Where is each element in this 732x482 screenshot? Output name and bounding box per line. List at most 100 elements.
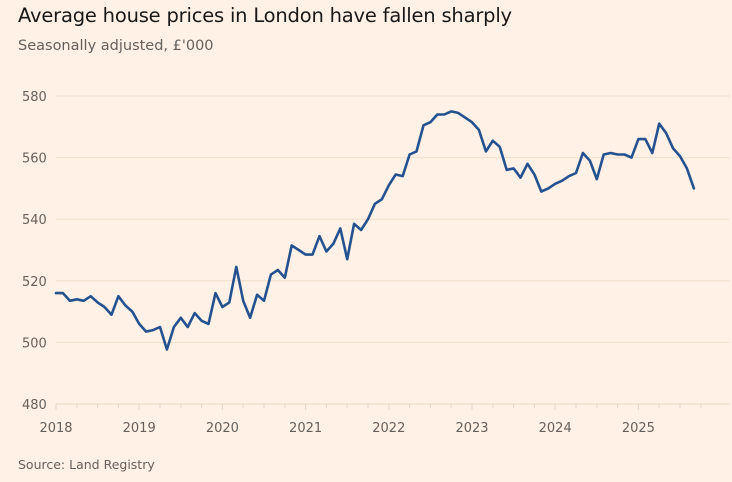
data-point	[76, 298, 78, 300]
data-point	[339, 227, 341, 229]
data-point	[346, 258, 348, 260]
x-tick-label: 2020	[206, 421, 239, 436]
data-point	[540, 190, 542, 192]
y-axis-ticks: 480 500 520 540 560 580	[22, 90, 47, 413]
data-point	[464, 116, 466, 118]
data-point	[207, 323, 209, 325]
data-point	[90, 295, 92, 297]
data-point	[187, 326, 189, 328]
data-point	[96, 301, 98, 303]
data-point	[124, 304, 126, 306]
data-point	[200, 320, 202, 322]
data-point	[408, 153, 410, 155]
data-point	[180, 317, 182, 319]
x-tick-label: 2018	[39, 421, 72, 436]
y-tick-label: 520	[22, 275, 47, 290]
series-layer	[54, 110, 696, 351]
data-point	[637, 138, 639, 140]
data-point	[256, 294, 258, 296]
chart-subtitle: Seasonally adjusted, £'000	[18, 38, 214, 54]
data-point	[249, 317, 251, 319]
x-axis-ticks: 2018 2019 2020 2021 2022 2023 2024 2025	[39, 404, 702, 436]
data-point	[62, 292, 64, 294]
data-point	[145, 330, 147, 332]
data-point	[117, 295, 119, 297]
data-point	[242, 300, 244, 302]
data-point	[512, 167, 514, 169]
data-point	[561, 180, 563, 182]
data-point	[304, 253, 306, 255]
data-point	[360, 229, 362, 231]
data-point	[547, 187, 549, 189]
data-point	[388, 184, 390, 186]
data-point	[610, 152, 612, 154]
data-point	[173, 326, 175, 328]
data-point	[686, 167, 688, 169]
data-point	[69, 300, 71, 302]
data-point	[298, 249, 300, 251]
x-tick-label: 2022	[372, 421, 405, 436]
data-point	[374, 203, 376, 205]
y-tick-label: 580	[22, 90, 47, 105]
data-point	[214, 292, 216, 294]
data-point	[665, 132, 667, 134]
series-line	[54, 110, 696, 351]
data-point	[55, 292, 57, 294]
data-point	[138, 323, 140, 325]
data-point	[506, 169, 508, 171]
data-point	[291, 244, 293, 246]
data-point	[575, 172, 577, 174]
data-point	[159, 326, 161, 328]
data-point	[263, 300, 265, 302]
data-point	[672, 147, 674, 149]
data-point	[166, 348, 168, 350]
x-tick-label: 2019	[123, 421, 156, 436]
data-point	[367, 218, 369, 220]
data-point	[422, 124, 424, 126]
x-tick-label: 2025	[622, 421, 655, 436]
data-point	[526, 163, 528, 165]
data-point	[658, 123, 660, 125]
data-point	[311, 253, 313, 255]
data-point	[103, 306, 105, 308]
data-point	[471, 121, 473, 123]
data-point	[457, 112, 459, 114]
data-point	[429, 121, 431, 123]
data-point	[443, 113, 445, 115]
data-point	[616, 153, 618, 155]
data-point	[83, 300, 85, 302]
data-point	[603, 153, 605, 155]
data-point	[693, 187, 695, 189]
data-point	[478, 129, 480, 131]
data-point	[277, 269, 279, 271]
y-tick-label: 480	[22, 398, 47, 413]
data-point	[492, 140, 494, 142]
y-tick-label: 560	[22, 152, 47, 167]
data-point	[630, 156, 632, 158]
data-point	[679, 155, 681, 157]
x-tick-label: 2024	[539, 421, 572, 436]
data-point	[152, 329, 154, 331]
data-point	[450, 110, 452, 112]
data-point	[554, 183, 556, 185]
data-point	[110, 314, 112, 316]
data-point	[402, 175, 404, 177]
data-point	[436, 113, 438, 115]
data-point	[332, 243, 334, 245]
chart-title: Average house prices in London have fall…	[18, 4, 512, 27]
data-point	[415, 150, 417, 152]
data-point	[533, 173, 535, 175]
data-point	[623, 153, 625, 155]
data-point	[353, 223, 355, 225]
data-point	[568, 175, 570, 177]
data-point	[519, 176, 521, 178]
data-point	[270, 273, 272, 275]
data-point	[651, 152, 653, 154]
x-tick-label: 2023	[455, 421, 488, 436]
data-point	[235, 266, 237, 268]
data-point	[284, 277, 286, 279]
data-point	[644, 138, 646, 140]
data-point	[131, 310, 133, 312]
data-point	[221, 306, 223, 308]
